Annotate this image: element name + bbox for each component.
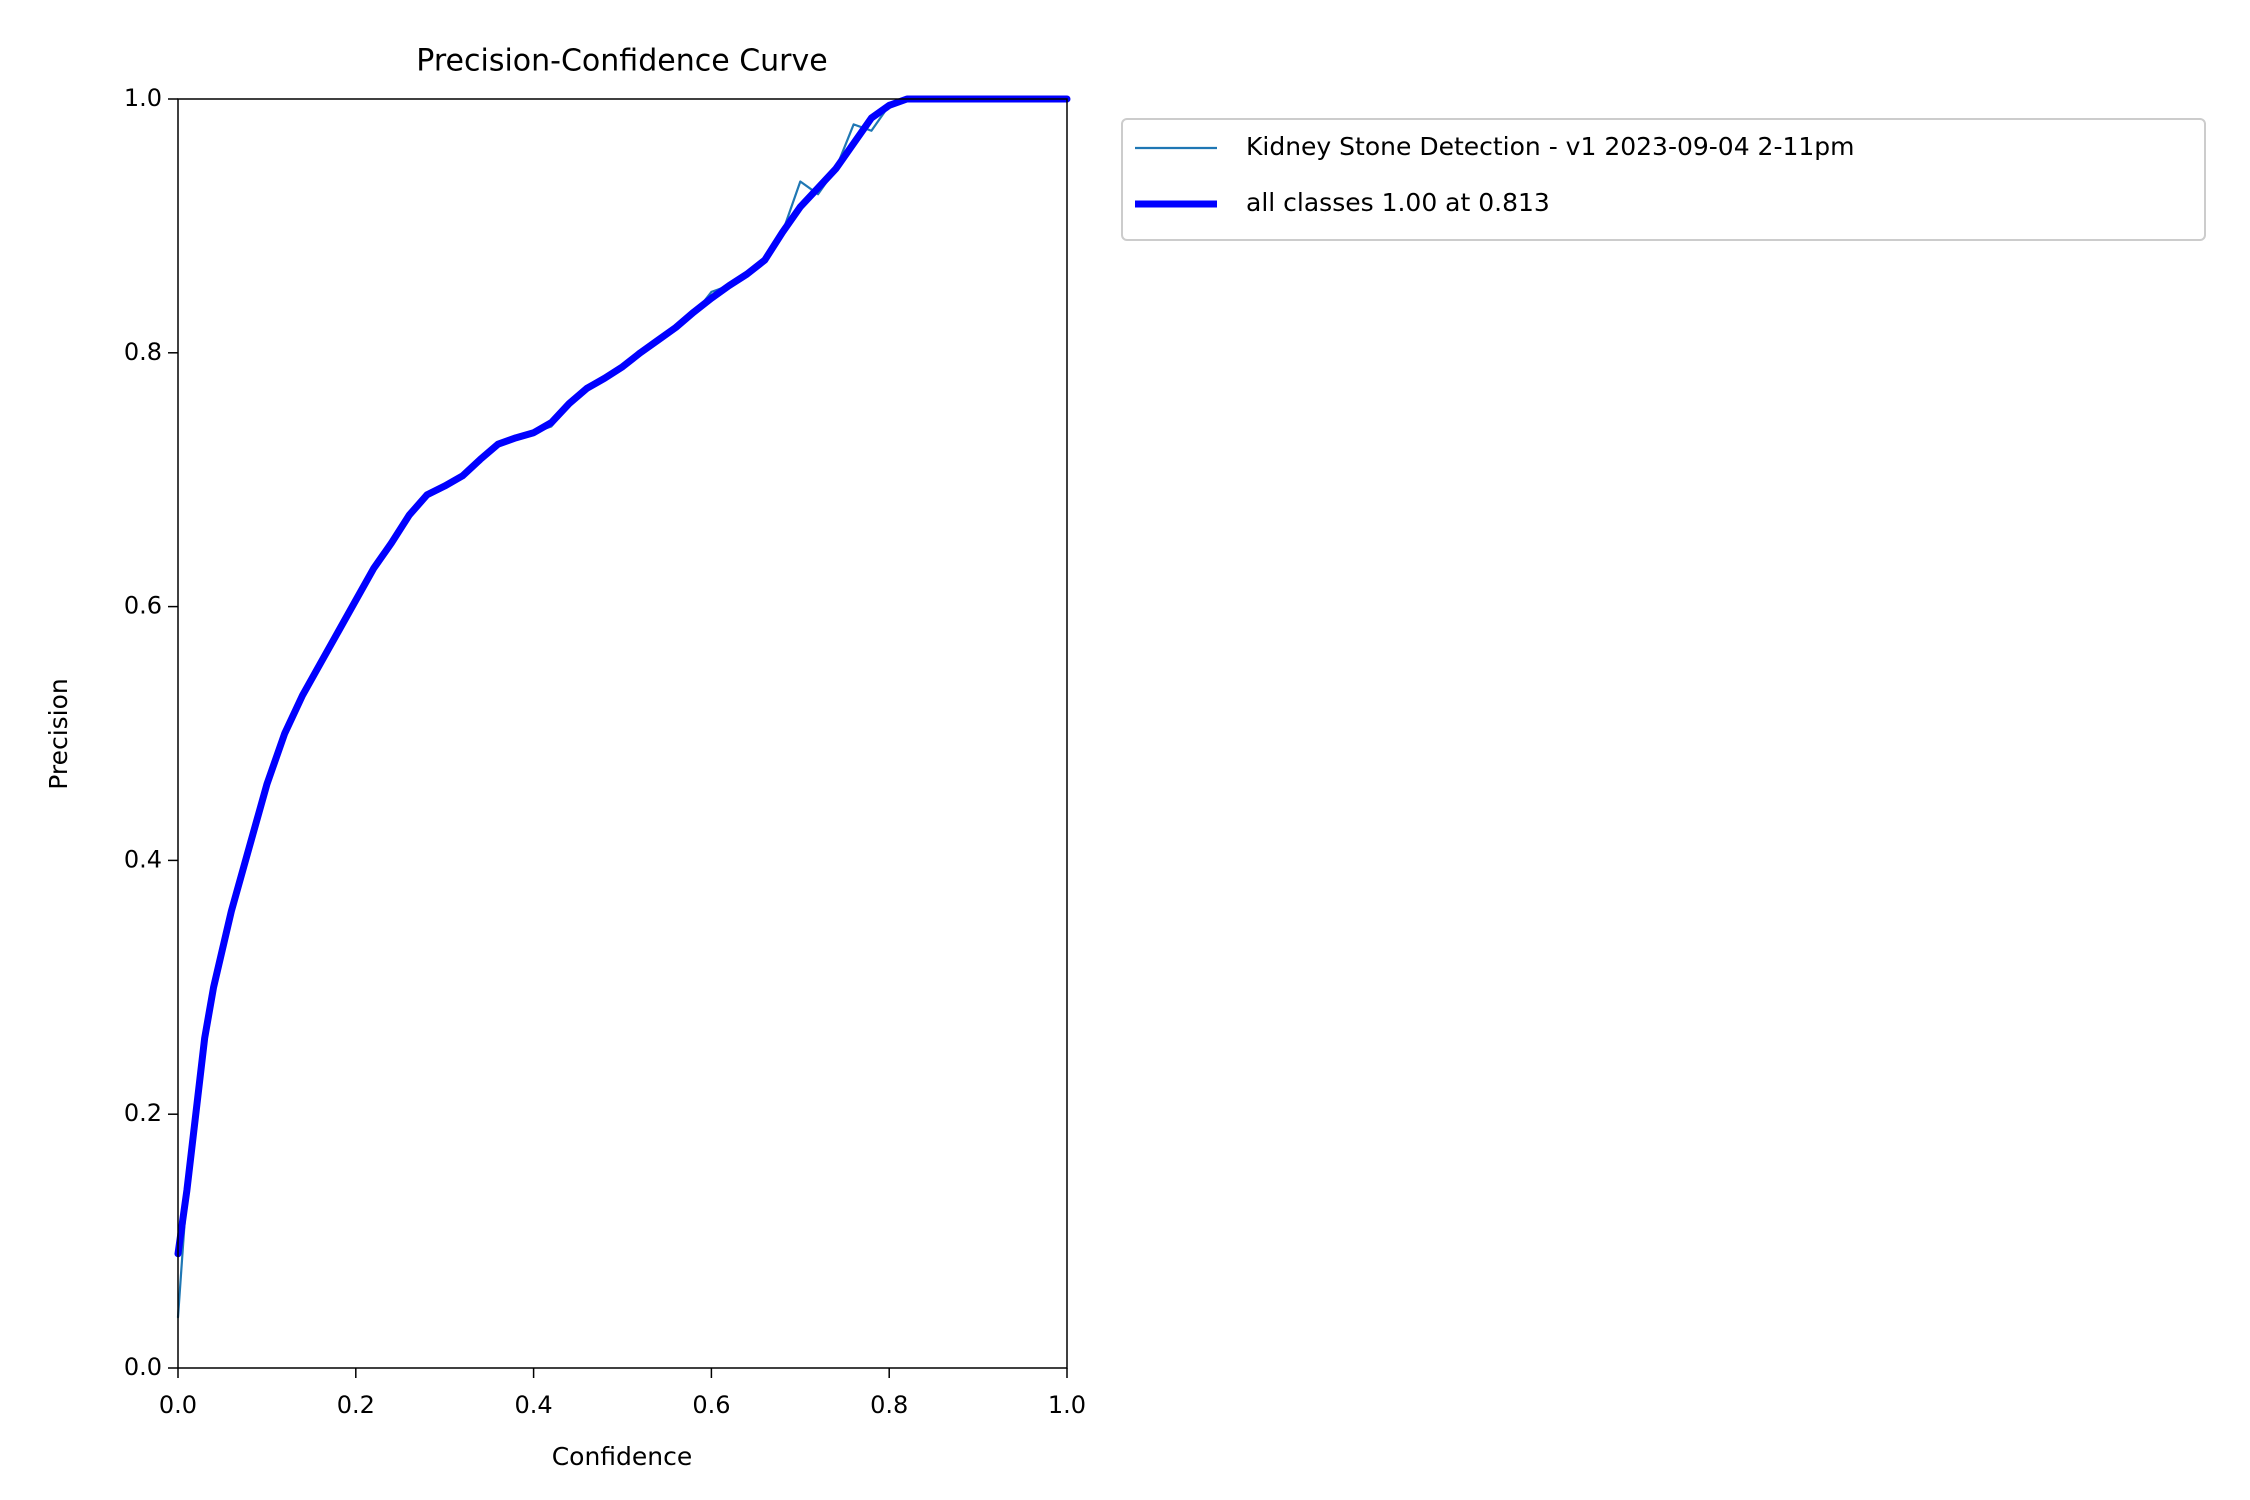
legend-label: Kidney Stone Detection - v1 2023-09-04 2… [1246, 132, 1855, 161]
legend-label: all classes 1.00 at 0.813 [1246, 188, 1550, 217]
y-tick-label: 0.0 [124, 1353, 162, 1381]
x-axis-label: Confidence [552, 1442, 693, 1471]
plot-frame [177, 98, 1068, 1369]
legend-box [1121, 118, 2206, 241]
y-tick-label: 0.4 [124, 845, 162, 873]
x-tick-label: 0.6 [692, 1391, 730, 1419]
y-axis-label: Precision [44, 678, 73, 790]
y-tick-label: 0.6 [124, 592, 162, 620]
data-line [174, 95, 1071, 1258]
x-tick-label: 1.0 [1048, 1391, 1086, 1419]
x-tick-label: 0.2 [337, 1391, 375, 1419]
y-tick-label: 0.8 [124, 338, 162, 366]
x-tick-label: 0.8 [870, 1391, 908, 1419]
x-tick-label: 0.0 [159, 1391, 197, 1419]
y-tick-label: 0.2 [124, 1099, 162, 1127]
chart-title: Precision-Confidence Curve [416, 44, 827, 79]
x-tick-label: 0.4 [515, 1391, 553, 1419]
y-tick-label: 1.0 [124, 84, 162, 112]
